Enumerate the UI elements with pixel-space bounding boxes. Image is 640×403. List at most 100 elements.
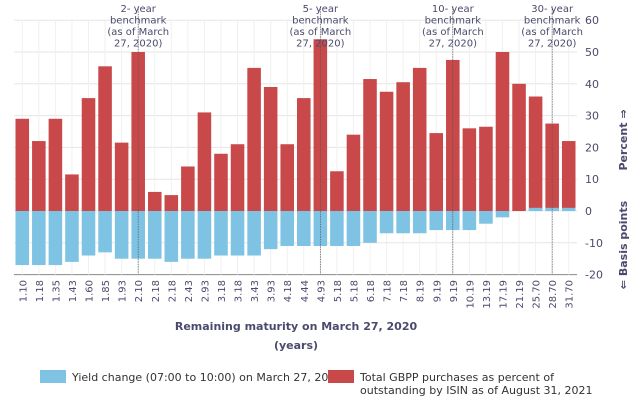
bar [396, 82, 410, 212]
bar [462, 211, 477, 231]
x-tick-label: 28.70 [548, 280, 559, 309]
y-tick-labels: -20 -10 0 10 20 30 40 50 60 [585, 14, 603, 281]
bar [561, 141, 576, 211]
x-tick-label: 7.18 [399, 280, 410, 302]
x-tick-label: 31.70 [565, 280, 576, 309]
bar [495, 52, 510, 211]
x-tick-label: 1.35 [51, 280, 62, 302]
benchmark-label: (as of March [422, 27, 484, 38]
bar [32, 211, 46, 266]
bars [15, 39, 576, 266]
bar [561, 207, 576, 211]
x-tick-labels: 1.10 1.18 1.35 1.43 1.60 1.85 1.93 2.10 2.18 2.18… [18, 280, 575, 309]
bar [181, 211, 195, 259]
bar [114, 142, 129, 211]
bar [197, 211, 212, 259]
bar [528, 207, 543, 211]
benchmark-label: benchmark [425, 16, 482, 27]
bar [247, 67, 261, 212]
x-tick-label: 2.93 [200, 280, 211, 302]
x-tick-label: 3.43 [250, 280, 261, 302]
benchmark-label: 27, 2020) [114, 39, 163, 50]
bar [114, 211, 129, 259]
y-tick-label: -10 [585, 237, 603, 250]
benchmark-label: 2- year [120, 4, 156, 15]
benchmark-label: 27, 2020) [528, 39, 577, 50]
bar [48, 211, 63, 266]
bar [81, 211, 96, 256]
x-tick-label: 4.18 [283, 280, 294, 302]
benchmark-label: 27, 2020) [429, 39, 478, 50]
bar [65, 211, 79, 262]
bar [379, 211, 394, 234]
bar [32, 141, 46, 211]
x-tick-label: 5.18 [333, 280, 344, 302]
y-tick-label: -20 [585, 269, 603, 282]
x-tick-label: 1.18 [35, 280, 46, 302]
benchmark-label: (as of March [521, 27, 583, 38]
y-tick-label: 50 [585, 46, 599, 59]
legend-label-purchases: Total GBPP purchases as percent of outst… [360, 371, 593, 397]
x-tick-label: 1.60 [85, 280, 96, 302]
bar [412, 211, 427, 234]
benchmark-label: benchmark [524, 16, 581, 27]
bar [346, 134, 361, 211]
benchmark-label: 30- year [531, 4, 574, 15]
bar [214, 153, 228, 211]
benchmark-label: 10- year [432, 4, 475, 15]
bar [65, 174, 79, 211]
x-tick-label: 5.18 [349, 280, 360, 302]
bar [181, 166, 195, 211]
y-tick-label: 60 [585, 14, 599, 27]
bar [280, 144, 294, 211]
y-tick-label: 10 [585, 173, 599, 186]
bar [528, 96, 543, 211]
bar [479, 211, 493, 224]
y-tick-label: 20 [585, 141, 599, 154]
bar [346, 211, 361, 246]
benchmark-label: benchmark [292, 16, 349, 27]
bar [214, 211, 228, 256]
bar [230, 144, 245, 211]
bar [512, 83, 526, 211]
benchmark-label: (as of March [289, 27, 351, 38]
y-tick-label: 0 [585, 205, 592, 218]
x-tick-label: 1.85 [101, 280, 112, 302]
legend-swatch-purchases [328, 370, 354, 383]
bar [147, 211, 162, 259]
x-tick-label: 3.18 [217, 280, 228, 302]
bar [313, 211, 328, 246]
benchmark-label: 27, 2020) [296, 39, 345, 50]
x-tick-label: 17.19 [498, 280, 509, 309]
bar [263, 211, 278, 250]
bar [429, 133, 444, 211]
bar [379, 91, 394, 211]
bar [197, 112, 212, 211]
bar [297, 98, 311, 211]
legend-label-yield: Yield change (07:00 to 10:00) on March 2… [72, 371, 343, 384]
benchmark-label: (as of March [107, 27, 169, 38]
x-tick-label: 3.93 [267, 280, 278, 302]
y-tick-label: 30 [585, 110, 599, 123]
bar [230, 211, 245, 256]
x-tick-label: 1.93 [118, 280, 129, 302]
legend-swatch-yield [40, 370, 66, 383]
x-tick-label: 7.18 [383, 280, 394, 302]
bar [363, 211, 377, 243]
x-tick-label: 21.19 [515, 280, 526, 309]
bar [462, 128, 477, 211]
bar [330, 211, 344, 246]
bar [412, 67, 427, 212]
bar [363, 79, 377, 211]
bar [147, 191, 162, 211]
x-tick-label: 9.19 [432, 280, 443, 302]
x-tick-label: 4.93 [316, 280, 327, 302]
x-tick-label: 6.18 [366, 280, 377, 302]
x-tick-label: 2.18 [151, 280, 162, 302]
bar [495, 211, 510, 218]
x-tick-label: 1.10 [18, 280, 29, 302]
benchmark-label: 5- year [303, 4, 339, 15]
x-tick-label: 3.18 [234, 280, 245, 302]
bar [98, 66, 112, 211]
